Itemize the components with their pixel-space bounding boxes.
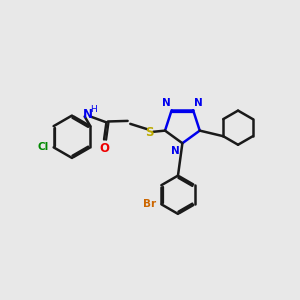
Text: N: N [162, 98, 170, 108]
Text: N: N [171, 146, 179, 156]
Text: O: O [99, 142, 109, 155]
Text: H: H [90, 105, 97, 114]
Text: N: N [83, 108, 93, 121]
Text: Br: Br [143, 199, 156, 209]
Text: Cl: Cl [37, 142, 48, 152]
Text: S: S [146, 126, 154, 139]
Text: N: N [194, 98, 203, 108]
